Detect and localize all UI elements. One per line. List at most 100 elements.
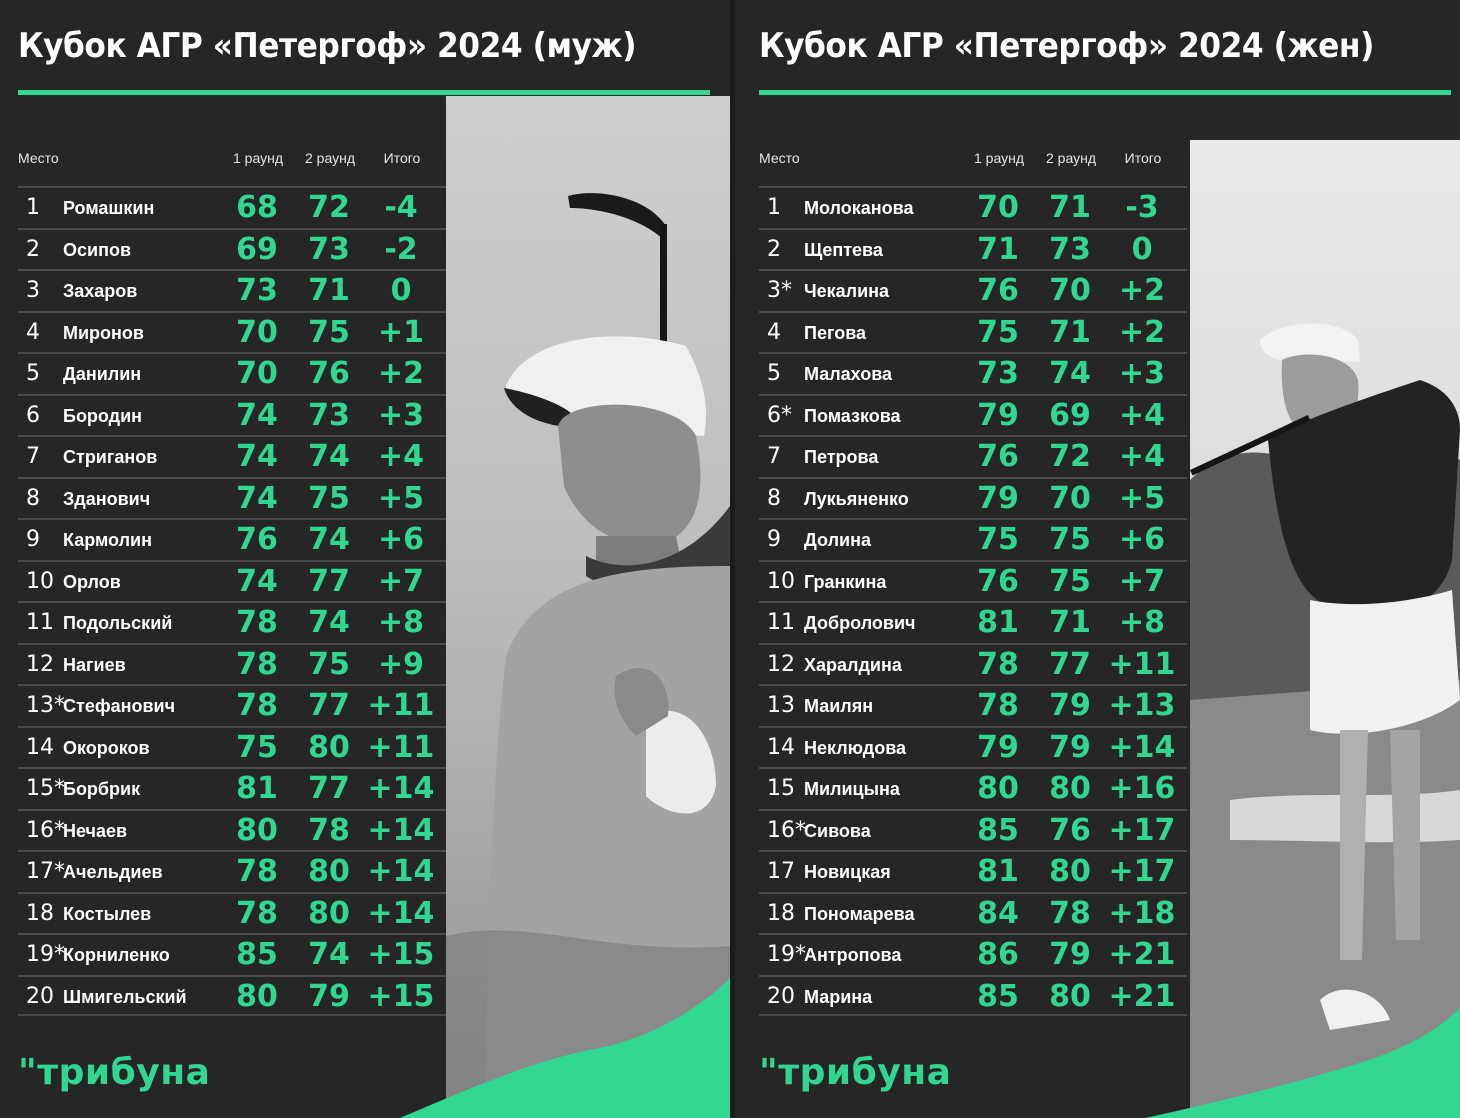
place-cell: 6 xyxy=(26,402,40,428)
player-name: Помазкова xyxy=(804,405,901,426)
round1-score: 75 xyxy=(236,729,278,765)
women-table-header: Место 1 раунд 2 раунд Итого xyxy=(759,150,1187,170)
round1-score: 85 xyxy=(236,937,278,972)
round2-score: 71 xyxy=(1049,314,1091,350)
table-row: 13* Стефанович 78 77 +11 xyxy=(18,684,446,726)
table-row: 13 Маилян 78 79 +13 xyxy=(759,684,1187,726)
place-cell: 1 xyxy=(26,195,40,220)
player-name: Щептева xyxy=(804,239,883,260)
table-row: 5 Данилин 70 76 +2 xyxy=(18,352,446,394)
player-name: Шмигельский xyxy=(63,986,187,1007)
round2-score: 75 xyxy=(308,646,350,682)
round1-score: 78 xyxy=(236,895,278,931)
round1-score: 71 xyxy=(977,231,1019,267)
place-cell: 17* xyxy=(26,859,65,884)
player-name: Пегова xyxy=(804,322,867,343)
women-header-total: Итого xyxy=(1124,150,1162,166)
place-cell: 2 xyxy=(26,236,40,262)
player-name: Гранкина xyxy=(804,571,887,592)
player-name: Неклюдова xyxy=(804,737,907,758)
total-score: -2 xyxy=(384,231,418,267)
table-row: 1 Ромашкин 68 72 -4 xyxy=(18,186,446,228)
men-title-underline xyxy=(18,90,710,95)
place-cell: 15* xyxy=(26,776,65,801)
table-row: 6* Помазкова 79 69 +4 xyxy=(759,393,1187,436)
round2-score: 70 xyxy=(1049,273,1091,308)
round1-score: 79 xyxy=(977,480,1019,516)
player-name: Ачельдиев xyxy=(63,862,163,882)
round2-score: 80 xyxy=(1049,978,1091,1014)
men-header-total: Итого xyxy=(383,150,421,166)
panel-divider xyxy=(730,0,735,1118)
table-row: 9 Долина 75 75 +6 xyxy=(759,518,1187,560)
place-cell: 19* xyxy=(26,942,65,967)
total-score: +18 xyxy=(1108,895,1176,931)
total-score: 0 xyxy=(390,273,412,308)
women-panel: Кубок АГР «Петергоф» 2024 (жен) xyxy=(735,0,1460,1118)
player-name: Нагиев xyxy=(63,654,126,675)
table-row: 7 Стриганов 74 74 +4 xyxy=(18,435,446,477)
women-title-underline xyxy=(759,90,1451,95)
men-golfer-photo xyxy=(446,96,730,1118)
round1-score: 75 xyxy=(977,314,1019,350)
round2-score: 71 xyxy=(1049,605,1091,640)
total-score: +17 xyxy=(1108,812,1176,848)
round1-score: 80 xyxy=(977,771,1019,806)
round1-score: 74 xyxy=(236,480,278,516)
round1-score: 80 xyxy=(236,978,278,1014)
player-name: Подольский xyxy=(63,613,173,633)
table-row: 18 Костылев 78 80 +14 xyxy=(18,891,446,934)
women-green-wave xyxy=(1145,1008,1460,1118)
total-score: +7 xyxy=(1118,563,1165,599)
place-cell: 18 xyxy=(26,900,54,926)
women-header-place: Место xyxy=(759,150,800,166)
round1-score: 80 xyxy=(236,812,278,848)
table-row: 19* Корниленко 85 74 +15 xyxy=(18,933,446,975)
men-header-place: Место xyxy=(18,150,59,166)
place-cell: 14 xyxy=(26,734,54,760)
men-green-wave xyxy=(400,978,730,1118)
round1-score: 86 xyxy=(977,937,1019,972)
place-cell: 3* xyxy=(767,278,792,303)
round1-score: 81 xyxy=(236,771,278,806)
round2-score: 74 xyxy=(308,522,350,557)
men-title: Кубок АГР «Петергоф» 2024 (муж) xyxy=(18,26,637,66)
total-score: +3 xyxy=(377,397,424,433)
women-golfer-illustration xyxy=(1190,323,1460,1118)
player-name: Добролович xyxy=(804,613,916,633)
place-cell: 12 xyxy=(26,651,54,677)
round2-score: 75 xyxy=(1049,522,1091,557)
round2-score: 76 xyxy=(1049,812,1091,848)
round1-score: 78 xyxy=(977,688,1019,723)
place-cell: 8 xyxy=(767,485,781,511)
player-name: Антропова xyxy=(804,945,902,965)
round2-score: 71 xyxy=(1049,190,1091,225)
player-name: Зданович xyxy=(63,488,151,509)
total-score: +2 xyxy=(377,356,424,391)
round2-score: 76 xyxy=(308,356,350,391)
player-name: Маилян xyxy=(804,696,874,716)
player-name: Пономарева xyxy=(804,903,915,924)
round2-score: 80 xyxy=(308,895,350,931)
table-row: 16* Сивова 85 76 +17 xyxy=(759,808,1187,851)
total-score: +2 xyxy=(1118,314,1165,350)
table-row: 10 Орлов 74 77 +7 xyxy=(18,559,446,602)
place-cell: 4 xyxy=(767,319,781,345)
total-score: +5 xyxy=(1118,480,1165,516)
round2-score: 75 xyxy=(308,314,350,350)
total-score: -3 xyxy=(1125,190,1159,225)
player-name: Стефанович xyxy=(63,696,176,716)
place-cell: 5 xyxy=(767,361,781,386)
table-row: 4 Пегова 75 71 +2 xyxy=(759,310,1187,353)
round2-score: 79 xyxy=(308,978,350,1014)
round1-score: 70 xyxy=(236,314,278,350)
round1-score: 68 xyxy=(236,190,278,225)
place-cell: 14 xyxy=(767,734,795,760)
player-name: Данилин xyxy=(63,364,142,384)
place-cell: 3 xyxy=(26,278,40,303)
place-cell: 19* xyxy=(767,942,806,967)
table-row: 2 Осипов 69 73 -2 xyxy=(18,227,446,270)
men-golfer-illustration xyxy=(446,193,730,1118)
round2-score: 73 xyxy=(308,397,350,433)
round2-score: 80 xyxy=(308,729,350,765)
